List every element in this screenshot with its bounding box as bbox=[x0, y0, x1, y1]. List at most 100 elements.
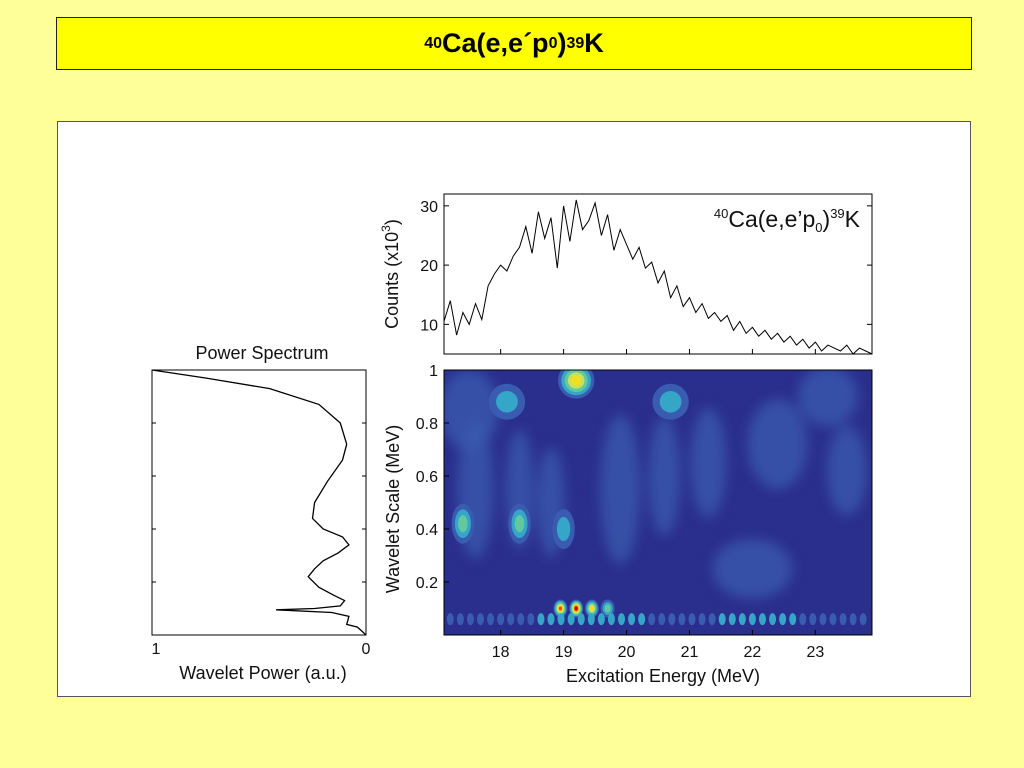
heatmap-fine-7 bbox=[517, 613, 525, 626]
heatmap-fine-9 bbox=[537, 613, 545, 626]
counts-ytick-label-0: 10 bbox=[420, 317, 438, 334]
heatmap-fine-34 bbox=[789, 613, 797, 626]
heatmap-fine-3 bbox=[477, 613, 485, 626]
heatmap-fine-37 bbox=[819, 613, 827, 626]
power-spectrum-frame bbox=[151, 369, 367, 636]
heatmap-xtick-label-2: 20 bbox=[618, 644, 636, 661]
heatmap-fine-31 bbox=[758, 613, 766, 626]
heatmap-xtick-label-1: 19 bbox=[555, 644, 573, 661]
heatmap-band-3 bbox=[600, 414, 641, 565]
heatmap-blob-8-ring-3 bbox=[514, 515, 525, 533]
heatmap-blob-6-ring-2 bbox=[659, 391, 682, 413]
heatmap-blob-2-ring-5 bbox=[590, 606, 594, 611]
heatmap-area bbox=[444, 370, 872, 635]
annotation-text-b: ) bbox=[823, 206, 831, 232]
heatmap-fine-39 bbox=[839, 613, 847, 626]
heatmap-fine-30 bbox=[748, 613, 756, 626]
annotation-sub: 0 bbox=[815, 220, 822, 235]
heatmap-ytick-label-1: 0.4 bbox=[416, 522, 438, 539]
figure-svg: Power Spectrum 1 0 Wavelet Power (a.u.) … bbox=[151, 193, 873, 686]
heatmap-band-10 bbox=[797, 370, 858, 427]
heatmap-y-ticks: 0.2 0.4 0.6 0.8 1 bbox=[416, 363, 449, 592]
heatmap-fine-0 bbox=[446, 613, 454, 626]
heatmap-fine-29 bbox=[738, 613, 746, 626]
counts-ytick-label-1: 20 bbox=[420, 258, 438, 275]
heatmap-blobs bbox=[451, 370, 689, 618]
counts-frame bbox=[443, 193, 873, 355]
annotation-text-a: Ca(e,e’p bbox=[728, 206, 815, 232]
heatmap-fine-25 bbox=[698, 613, 706, 626]
heatmap-fine-17 bbox=[617, 613, 625, 626]
counts-ylabel-text: Counts (x10 bbox=[382, 232, 402, 329]
heatmap-blob-9-ring-2 bbox=[556, 517, 571, 541]
heatmap-fine-40 bbox=[849, 613, 857, 626]
heatmap-fine-35 bbox=[799, 613, 807, 626]
title-text-a: Ca(e,e´p bbox=[442, 28, 549, 58]
power-spectrum-line bbox=[151, 369, 367, 636]
heatmap-blob-1-ring-6 bbox=[558, 606, 563, 611]
heatmap-xtick-label-3: 21 bbox=[681, 644, 699, 661]
counts-annotation: 40Ca(e,e’p0)39K bbox=[714, 206, 861, 235]
heatmap-fine-33 bbox=[779, 613, 787, 626]
heatmap-fine-10 bbox=[547, 613, 555, 626]
heatmap-fine-18 bbox=[628, 613, 636, 626]
heatmap-fine-13 bbox=[577, 613, 585, 626]
heatmap-fine-36 bbox=[809, 613, 817, 626]
heatmap-fine-11 bbox=[557, 613, 565, 626]
heatmap-fine-20 bbox=[648, 613, 656, 626]
power-xlabel: Wavelet Power (a.u.) bbox=[179, 663, 346, 683]
heatmap-fine-4 bbox=[487, 613, 495, 626]
heatmap-band-5 bbox=[690, 407, 727, 518]
heatmap-band-6 bbox=[747, 399, 808, 490]
counts-ytick-label-2: 30 bbox=[420, 199, 438, 216]
heatmap-ylabel: Wavelet Scale (MeV) bbox=[383, 425, 403, 593]
title-text-c: K bbox=[584, 28, 604, 58]
heatmap-ytick-label-4: 1 bbox=[429, 363, 438, 380]
heatmap-fine-26 bbox=[708, 613, 716, 626]
annotation-sup-2: 39 bbox=[830, 206, 844, 221]
heatmap-fine-1 bbox=[456, 613, 464, 626]
power-xtick-right: 0 bbox=[362, 641, 371, 658]
heatmap-fine-structure bbox=[446, 613, 867, 626]
heatmap-fine-19 bbox=[638, 613, 646, 626]
power-spectrum-ticks bbox=[152, 422, 366, 583]
heatmap-fine-27 bbox=[718, 613, 726, 626]
heatmap-fine-23 bbox=[678, 613, 686, 626]
heatmap-blob-0-ring-7 bbox=[574, 606, 578, 611]
annotation-text-c: K bbox=[845, 206, 861, 232]
heatmap-band-9 bbox=[444, 370, 500, 450]
heatmap-blob-7-ring-3 bbox=[458, 515, 468, 533]
counts-x-ticks bbox=[500, 349, 816, 354]
heatmap-fine-14 bbox=[587, 613, 595, 626]
heatmap-xtick-label-5: 23 bbox=[806, 644, 824, 661]
heatmap-ytick-label-0: 0.2 bbox=[416, 575, 438, 592]
heatmap-blob-5-ring-2 bbox=[496, 391, 518, 413]
heatmap-x-ticks: 18 19 20 21 22 23 bbox=[492, 630, 824, 661]
heatmap-fine-28 bbox=[728, 613, 736, 626]
heatmap-fine-12 bbox=[567, 613, 575, 626]
heatmap-band-4 bbox=[648, 416, 681, 536]
counts-ylabel: Counts (x103) bbox=[379, 219, 402, 329]
annotation-sup-1: 40 bbox=[714, 206, 728, 221]
heatmap-fine-16 bbox=[607, 613, 615, 626]
heatmap-fine-15 bbox=[597, 613, 605, 626]
counts-line bbox=[443, 199, 873, 355]
heatmap-band-8 bbox=[712, 538, 793, 599]
heatmap-fine-2 bbox=[466, 613, 474, 626]
heatmap-fine-22 bbox=[668, 613, 676, 626]
power-xtick-left: 1 bbox=[152, 641, 161, 658]
heatmap-fine-38 bbox=[829, 613, 837, 626]
heatmap-ytick-label-3: 0.8 bbox=[416, 416, 438, 433]
heatmap-blob-4-ring-5 bbox=[571, 375, 582, 386]
title-text-b: ) bbox=[557, 28, 567, 58]
heatmap-fine-6 bbox=[507, 613, 515, 626]
counts-y-ticks: 10 20 30 bbox=[420, 199, 872, 334]
heatmap-xtick-label-4: 22 bbox=[744, 644, 762, 661]
power-spectrum-title: Power Spectrum bbox=[195, 343, 328, 363]
figure-panel: Power Spectrum 1 0 Wavelet Power (a.u.) … bbox=[57, 121, 971, 697]
heatmap-fine-41 bbox=[859, 613, 867, 626]
heatmap-band-7 bbox=[826, 425, 867, 516]
counts-ylabel-sup: 3 bbox=[379, 225, 393, 232]
heatmap-xtick-label-0: 18 bbox=[492, 644, 510, 661]
slide-title: 40 Ca(e,e´p 0) 39 K bbox=[56, 17, 972, 70]
